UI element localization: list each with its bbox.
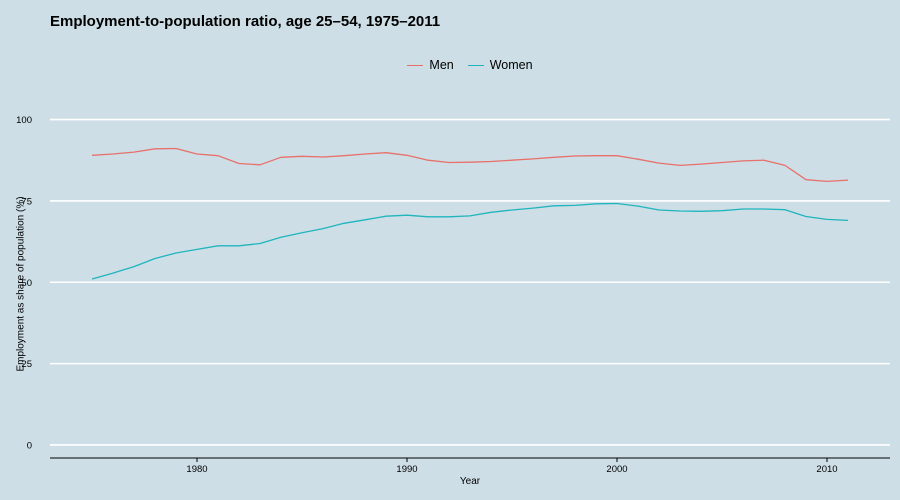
x-tick-label: 1990 xyxy=(396,464,417,475)
chart-title: Employment-to-population ratio, age 25–5… xyxy=(50,13,441,30)
x-tick-label: 1980 xyxy=(186,464,207,475)
legend-item-women: Women xyxy=(467,58,533,72)
legend-item-men: Men xyxy=(407,58,454,72)
series-line-men xyxy=(91,147,849,183)
y-tick-label: 100 xyxy=(16,115,32,126)
y-tick-label: 0 xyxy=(27,440,32,451)
y-tick-label: 25 xyxy=(21,359,32,370)
series-line-women xyxy=(91,202,849,280)
x-tick-label: 2010 xyxy=(816,464,837,475)
axes: 0 25 50 75 100 1980 1990 2000 2010 xyxy=(16,115,890,475)
grid-lines xyxy=(50,118,890,446)
legend-label-women: Women xyxy=(489,58,533,72)
legend-label-men: Men xyxy=(429,58,454,72)
series-lines xyxy=(91,147,849,280)
x-tick-label: 2000 xyxy=(606,464,627,475)
y-tick-label: 50 xyxy=(21,278,32,289)
legend-key-men xyxy=(407,64,424,66)
legend-key-women xyxy=(467,64,484,66)
x-axis-title: Year xyxy=(460,476,481,487)
y-axis-title: Employment as share of population (%) xyxy=(16,196,27,371)
y-tick-label: 75 xyxy=(21,196,32,207)
legend: Men Women xyxy=(0,58,900,72)
